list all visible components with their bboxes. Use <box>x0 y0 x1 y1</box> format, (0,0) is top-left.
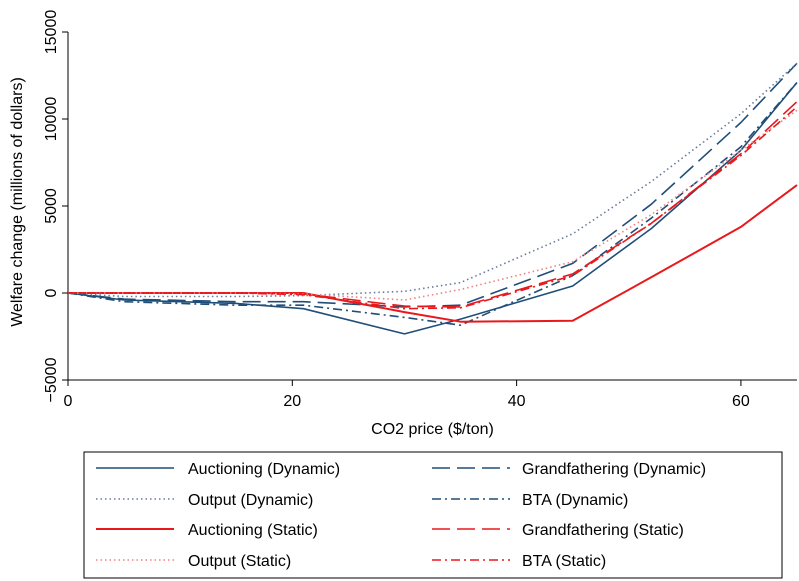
legend-label: BTA (Static) <box>522 553 606 570</box>
legend-label: Grandfathering (Static) <box>522 522 684 539</box>
series-line-output-static <box>68 109 798 301</box>
x-axis-title: CO2 price ($/ton) <box>371 421 494 438</box>
legend-label: Auctioning (Static) <box>188 522 318 539</box>
x-tick-label: 0 <box>64 393 73 410</box>
y-tick-label: 10000 <box>43 97 60 142</box>
x-tick-label: 40 <box>508 393 526 410</box>
series-line-output-dynamic <box>67 62 798 298</box>
y-tick-label: 5000 <box>43 188 60 224</box>
series-line-bta-dynamic <box>67 81 798 327</box>
x-tick-label: 20 <box>283 393 301 410</box>
legend: Auctioning (Dynamic) Grandfathering (Dyna… <box>83 451 783 579</box>
legend-box <box>83 451 783 579</box>
legend-label: BTA (Dynamic) <box>522 492 628 509</box>
series-line-bta-static <box>68 106 798 310</box>
y-axis-title: Welfare change (millions of dollars) <box>9 77 26 327</box>
y-tick-label: 15000 <box>43 10 60 55</box>
legend-label: Auctioning (Dynamic) <box>188 461 340 478</box>
y-tick-label: 0 <box>43 288 60 297</box>
y-tick-label: −5000 <box>43 357 60 402</box>
x-tick-label: 60 <box>732 393 750 410</box>
series-lines <box>67 62 798 335</box>
legend-label: Output (Static) <box>188 553 291 570</box>
series-line-grandfathering-static <box>68 101 798 308</box>
legend-label: Output (Dynamic) <box>188 492 313 509</box>
series-line-grandfathering-dynamic <box>67 62 798 308</box>
legend-label: Grandfathering (Dynamic) <box>522 461 706 478</box>
